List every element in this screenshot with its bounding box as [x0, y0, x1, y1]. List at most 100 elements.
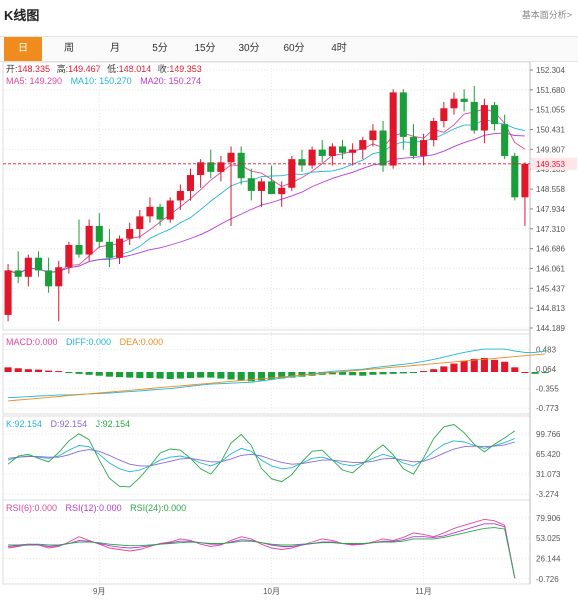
tab-day[interactable]: 日 [4, 37, 42, 61]
tab-week[interactable]: 周 [64, 43, 74, 54]
tab-month[interactable]: 月 [110, 43, 120, 54]
macd-bar [85, 372, 93, 375]
macd-bar [105, 372, 113, 377]
candle-body [65, 244, 73, 268]
macd-tick-label: -0.355 [536, 385, 559, 394]
price-tick-label: 144.189 [536, 324, 565, 333]
header: K线图 基本面分析> [0, 0, 578, 26]
macd-bar [14, 368, 22, 372]
candle-body [268, 181, 276, 195]
candle-body [490, 105, 499, 125]
candle-body [227, 152, 235, 163]
candle-body [136, 216, 144, 230]
macd-bar [186, 372, 195, 379]
macd-bar [460, 360, 468, 372]
macd-bar [55, 371, 63, 373]
candle-body [480, 105, 488, 131]
candle-body [126, 229, 134, 239]
kdj-tick-label: 99.766 [536, 430, 561, 439]
tab-4hour[interactable]: 4时 [331, 43, 347, 54]
tab-30min[interactable]: 30分 [238, 43, 260, 54]
macd-bar [75, 372, 83, 374]
candle-body [511, 155, 519, 198]
fundamental-analysis-link[interactable]: 基本面分析> [521, 10, 572, 20]
high-label: 高: [56, 64, 69, 74]
candle-body [75, 244, 83, 255]
price-tick-label: 147.310 [536, 225, 565, 234]
k-label: K:92.154 [6, 419, 43, 429]
dea-label: DEA:0.000 [119, 337, 164, 347]
price-tick-label: 149.183 [536, 165, 565, 174]
candle-body [197, 162, 205, 176]
macd-label: MACD:0.000 [6, 337, 58, 347]
rsi24-label: RSI(24):0.000 [130, 503, 187, 513]
dea-line [8, 353, 546, 402]
candle-body [45, 270, 53, 287]
candle-body [298, 159, 306, 166]
kdj-tick-label: 65.420 [536, 450, 561, 459]
macd-bar [318, 372, 326, 375]
macd-bar [369, 372, 377, 375]
close-label: 收: [157, 64, 170, 74]
kdj-tick-label: 31.073 [536, 470, 561, 479]
macd-bar [176, 372, 184, 379]
macd-tick-label: 0.483 [536, 345, 557, 354]
rsi-tick-label: 53.025 [536, 534, 561, 543]
candle-body [318, 149, 326, 156]
ma5-label: MA5: 149.290 [6, 76, 63, 86]
candle-body [55, 267, 63, 287]
candle-body [156, 206, 164, 220]
candle-body [460, 98, 468, 102]
macd-bar [146, 372, 154, 379]
rsi-tick-label: -0.726 [536, 575, 559, 584]
j-label: J:92.154 [95, 419, 131, 429]
candle-body [14, 270, 22, 277]
ma20-line [7, 132, 525, 275]
macd-bar [450, 363, 458, 372]
macd-bar [541, 372, 549, 373]
ma10-line [7, 118, 526, 275]
candle-body [288, 159, 296, 188]
tab-15min[interactable]: 15分 [194, 43, 216, 54]
candle-body [399, 92, 407, 137]
tab-60min[interactable]: 60分 [283, 43, 305, 54]
price-tick-label: 149.807 [536, 145, 565, 154]
macd-bar [359, 372, 367, 376]
macd-bar [166, 372, 174, 379]
macd-bar [207, 372, 215, 378]
macd-bar [430, 369, 438, 372]
macd-bar [328, 372, 336, 375]
candle-body [95, 225, 103, 242]
macd-bar [227, 372, 235, 380]
candle-body [349, 149, 357, 153]
candle-body [116, 238, 124, 258]
candle-body [237, 152, 245, 179]
candle-body [450, 98, 458, 109]
tab-5min[interactable]: 5分 [152, 43, 168, 54]
ma5-line [7, 108, 526, 275]
candle-body [440, 108, 448, 121]
candle-body [24, 257, 32, 277]
price-tick-label: 148.558 [536, 185, 565, 194]
rsi-tick-label: 26.144 [536, 554, 561, 563]
last-price-tag: 149.353 [536, 160, 565, 169]
macd-bar [399, 372, 407, 374]
diff-line [8, 348, 546, 399]
macd-bar [136, 372, 144, 379]
macd-bar [65, 372, 73, 373]
rsi-series-line-0 [8, 518, 516, 579]
high-value: 149.467 [68, 64, 101, 74]
macd-bar [24, 369, 32, 372]
price-tick-label: 147.934 [536, 205, 565, 214]
price-tick-label: 146.686 [536, 245, 565, 254]
candle-body [105, 241, 113, 258]
macd-bar [480, 358, 488, 372]
candle-body [359, 140, 367, 150]
date-label: 11月 [415, 587, 431, 596]
macd-bar [4, 367, 12, 372]
open-value: 148.335 [17, 64, 51, 74]
candle-body [85, 225, 93, 255]
panel-frame-0 [2, 61, 531, 331]
macd-bar [511, 367, 519, 372]
low-label: 低: [107, 64, 119, 74]
